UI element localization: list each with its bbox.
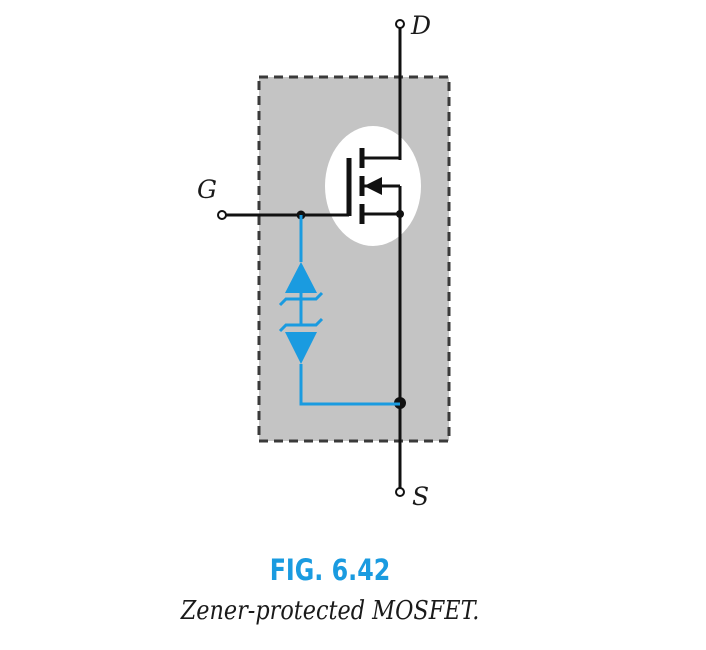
- drain-label: D: [410, 11, 431, 40]
- source-label: S: [412, 482, 429, 511]
- figure-caption: Zener-protected MOSFET.: [180, 596, 480, 626]
- source-terminal: [395, 487, 405, 497]
- gate-terminal: [217, 210, 227, 220]
- figure-number: FIG. 6.42: [269, 553, 391, 587]
- mosfet-icon: [346, 148, 404, 224]
- zener-protected-mosfet-diagram: D G S: [197, 11, 451, 511]
- back-to-back-zener-diodes-icon: [278, 215, 400, 406]
- gate-label: G: [197, 175, 217, 204]
- drain-terminal: [395, 19, 405, 29]
